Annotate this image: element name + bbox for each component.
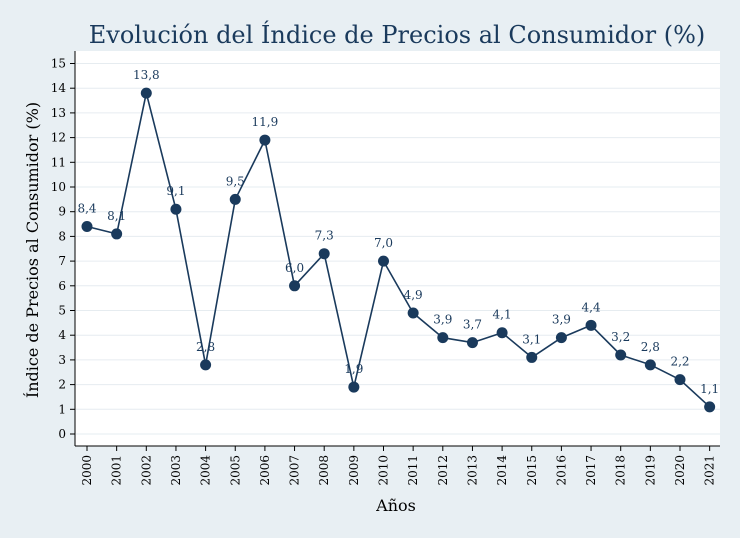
data-label: 1,9 [344, 362, 363, 376]
y-tick-label: 2 [58, 378, 66, 392]
data-point [555, 332, 567, 344]
data-label: 4,4 [582, 300, 601, 314]
data-label: 4,1 [493, 308, 512, 322]
y-tick-label: 4 [58, 328, 66, 342]
data-label: 9,1 [166, 184, 185, 198]
data-label: 3,1 [522, 332, 541, 346]
x-tick-label: 2008 [317, 455, 331, 486]
data-point [615, 349, 627, 361]
y-tick-label: 0 [58, 427, 66, 441]
x-tick-label: 2012 [436, 455, 450, 486]
y-tick-label: 5 [58, 304, 66, 318]
x-tick-label: 2019 [643, 455, 657, 486]
series-group: 8,4 8,1 13,8 9,1 2,8 9,5 11,9 6,0 7,3 1,9 7,0 4,9 3,… [77, 68, 719, 413]
data-point [140, 87, 152, 99]
y-tick-label: 10 [51, 180, 66, 194]
data-point [259, 134, 271, 146]
chart-title: Evolución del Índice de Precios al Consu… [89, 20, 706, 49]
x-tick-label: 2001 [110, 455, 124, 486]
x-axis-ticks: 2000 2001 2002 2003 2004 2005 2006 2007 2008 2009… [80, 446, 717, 486]
x-tick-label: 2003 [169, 455, 183, 486]
data-label: 8,4 [77, 202, 96, 216]
x-tick-label: 2017 [584, 455, 598, 486]
data-point [229, 193, 241, 205]
y-tick-label: 7 [58, 254, 66, 268]
data-label: 2,8 [196, 340, 215, 354]
x-axis-title: Años [375, 496, 416, 515]
x-tick-label: 2015 [525, 455, 539, 486]
x-tick-label: 2005 [228, 455, 242, 486]
x-tick-label: 2002 [139, 455, 153, 486]
data-point [674, 374, 686, 386]
data-label: 3,9 [552, 313, 571, 327]
y-tick-label: 9 [58, 205, 66, 219]
data-point [704, 401, 716, 413]
x-tick-label: 2000 [80, 455, 94, 486]
data-point [437, 332, 449, 344]
data-label: 3,2 [611, 330, 630, 344]
x-tick-label: 2007 [288, 455, 302, 486]
data-point [644, 359, 656, 371]
data-label: 6,0 [285, 261, 304, 275]
data-point [407, 307, 419, 319]
data-point [81, 221, 93, 233]
x-tick-label: 2009 [347, 455, 361, 486]
x-tick-label: 2018 [614, 455, 628, 486]
data-label: 9,5 [226, 174, 245, 188]
data-point [496, 327, 508, 339]
x-tick-label: 2013 [465, 455, 479, 486]
y-axis-title: Índice de Precios al Consumidor (%) [22, 102, 42, 398]
data-point [378, 255, 389, 267]
data-label: 11,9 [252, 115, 279, 129]
gridlines [76, 63, 720, 435]
x-tick-label: 2004 [199, 455, 213, 486]
x-tick-label: 2020 [673, 455, 687, 486]
y-tick-label: 12 [51, 131, 66, 145]
data-label: 8,1 [107, 209, 126, 223]
data-point [170, 203, 182, 215]
plot-area [75, 51, 720, 446]
data-point [348, 381, 360, 393]
data-point [466, 337, 478, 349]
x-tick-label: 2010 [377, 455, 391, 486]
x-tick-label: 2016 [554, 455, 568, 486]
data-point [585, 319, 597, 331]
x-tick-label: 2011 [406, 455, 420, 486]
x-tick-label: 2021 [703, 455, 717, 486]
data-label: 3,9 [433, 313, 452, 327]
data-label: 7,0 [374, 236, 393, 250]
data-label: 3,7 [463, 318, 482, 332]
data-point [289, 280, 301, 292]
data-point [526, 351, 538, 363]
data-label: 2,2 [670, 355, 689, 369]
x-tick-label: 2006 [258, 455, 272, 486]
y-tick-label: 13 [51, 106, 66, 120]
y-tick-label: 8 [58, 229, 66, 243]
y-tick-label: 6 [58, 279, 66, 293]
y-tick-label: 15 [51, 57, 66, 71]
data-label: 1,1 [700, 382, 719, 396]
series-line [86, 92, 711, 408]
data-point [111, 228, 123, 240]
y-tick-label: 3 [58, 353, 66, 367]
y-tick-label: 11 [51, 155, 66, 169]
x-tick-label: 2014 [495, 455, 509, 486]
data-point [318, 248, 330, 260]
data-label: 4,9 [404, 288, 423, 302]
data-label: 2,8 [641, 340, 660, 354]
y-tick-label: 14 [51, 81, 67, 95]
y-tick-label: 1 [58, 402, 66, 416]
data-label: 7,3 [315, 229, 334, 243]
data-label: 13,8 [133, 68, 160, 82]
data-point [200, 359, 212, 371]
